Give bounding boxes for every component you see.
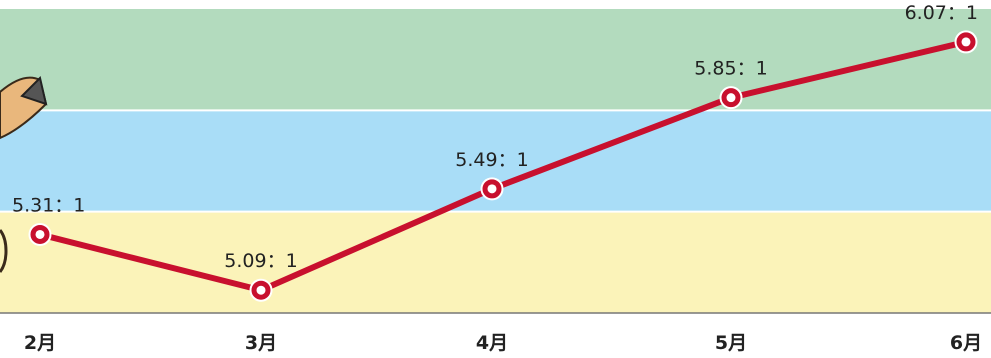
x-tick-label-3: 5月 — [715, 332, 747, 354]
data-point-center-4 — [961, 37, 971, 47]
data-label-2: 5.49：1 — [455, 149, 528, 171]
x-tick-label-4: 6月 — [950, 332, 982, 354]
data-point-center-1 — [256, 285, 266, 295]
band-0 — [0, 211, 991, 313]
data-point-center-0 — [35, 229, 45, 239]
x-tick-label-2: 4月 — [476, 332, 508, 354]
data-labels: 5.31：1 5.09：1 5.49：1 5.85：1 6.07：1 — [12, 2, 978, 272]
x-tick-label-0: 2月 — [24, 332, 56, 354]
data-label-4: 6.07：1 — [905, 2, 978, 24]
data-point-center-3 — [726, 93, 736, 103]
mascot-illustration — [0, 76, 48, 273]
data-label-1: 5.09：1 — [224, 250, 297, 272]
background-bands — [0, 9, 991, 313]
data-points — [28, 30, 978, 302]
x-tick-label-1: 3月 — [245, 332, 277, 354]
data-point-center-2 — [487, 184, 497, 194]
data-label-0: 5.31：1 — [12, 194, 85, 216]
x-axis-ticks: 2月 3月 4月 5月 6月 — [24, 332, 982, 354]
data-label-3: 5.85：1 — [694, 58, 767, 80]
band-2 — [0, 9, 991, 111]
